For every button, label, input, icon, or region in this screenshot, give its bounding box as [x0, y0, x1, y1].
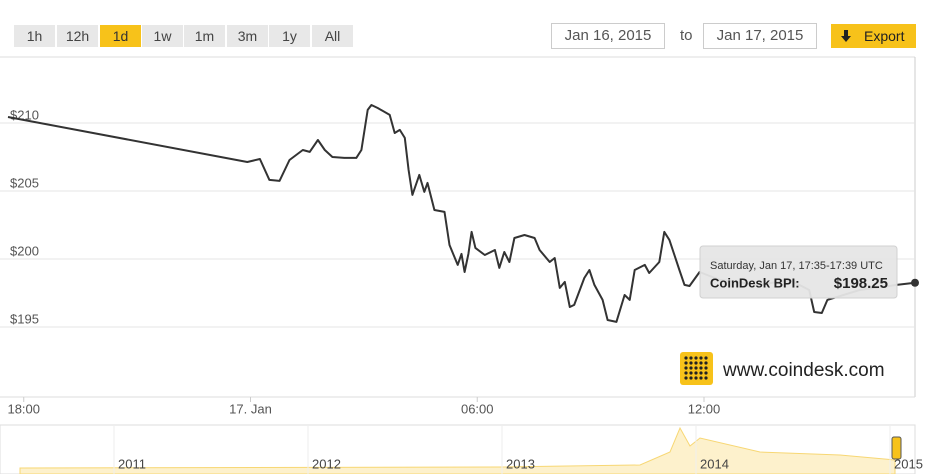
- logo-dot: [704, 356, 708, 360]
- logo-dot: [694, 356, 698, 360]
- y-tick-label: $195: [10, 311, 39, 326]
- logo-dot: [689, 361, 693, 365]
- logo-dot: [689, 366, 693, 370]
- export-label: Export: [864, 28, 905, 44]
- logo-dot: [699, 371, 703, 375]
- logo-dot: [699, 366, 703, 370]
- navigator-year: 2013: [506, 456, 535, 471]
- logo-dot: [704, 366, 708, 370]
- logo-dot: [684, 366, 688, 370]
- logo-dot: [684, 356, 688, 360]
- logo: [680, 352, 713, 385]
- logo-dot: [699, 376, 703, 380]
- x-tick-label: 18:00: [7, 401, 40, 416]
- x-tick-label: 17. Jan: [229, 401, 272, 416]
- y-tick-label: $200: [10, 243, 39, 258]
- navigator: [0, 424, 916, 474]
- navigator-area: [19, 426, 896, 474]
- tick-layer: $195 $200 $205 $210 18:00 17. Jan 06:00 12:00: [0, 107, 915, 416]
- range-button[interactable]: 1m: [184, 25, 225, 47]
- range-button[interactable]: 1w: [142, 25, 183, 47]
- tooltip-title: Saturday, Jan 17, 17:35-17:39 UTC: [710, 260, 883, 272]
- logo-dot: [684, 376, 688, 380]
- navigator-year: 2012: [312, 456, 341, 471]
- tooltip-label: CoinDesk BPI:: [710, 275, 800, 290]
- range-button[interactable]: 12h: [57, 25, 98, 47]
- x-tick-label: 06:00: [461, 401, 494, 416]
- navigator-year: 2011: [118, 456, 146, 471]
- x-tick-label: 12:00: [688, 401, 721, 416]
- navigator-handle[interactable]: [891, 436, 902, 460]
- logo-dot: [689, 371, 693, 375]
- logo-dot: [704, 361, 708, 365]
- logo-dot: [694, 376, 698, 380]
- logo-dot: [689, 356, 693, 360]
- logo-dot: [704, 371, 708, 375]
- range-button[interactable]: 1h: [14, 25, 55, 47]
- y-tick-label: $205: [10, 175, 39, 190]
- date-from[interactable]: Jan 16, 2015: [551, 23, 665, 49]
- export-button[interactable]: Export: [831, 24, 916, 48]
- price-line: [7, 104, 916, 323]
- tooltip-box: [699, 245, 898, 299]
- logo-dot: [694, 371, 698, 375]
- y-tick-label: $210: [10, 107, 39, 122]
- navigator-year: 2015: [894, 456, 923, 471]
- export-icon: [841, 30, 851, 42]
- logo-dot: [694, 366, 698, 370]
- logo-dot: [684, 361, 688, 365]
- range-button[interactable]: All: [312, 25, 353, 47]
- logo-dot: [684, 371, 688, 375]
- logo-dot: [689, 376, 693, 380]
- logo-dots: [684, 356, 708, 380]
- range-button[interactable]: 1d: [100, 25, 141, 47]
- to-label: to: [680, 27, 693, 44]
- range-button[interactable]: 1y: [269, 25, 310, 47]
- navigator-year: 2014: [700, 456, 729, 471]
- logo-dot: [699, 361, 703, 365]
- tooltip: Saturday, Jan 17, 17:35-17:39 UTC CoinDes…: [699, 245, 898, 299]
- watermark: www.coindesk.com: [722, 360, 885, 381]
- hover-marker: [911, 278, 919, 287]
- logo-dot: [694, 361, 698, 365]
- logo-dot: [704, 376, 708, 380]
- date-to[interactable]: Jan 17, 2015: [703, 23, 817, 49]
- range-button[interactable]: 3m: [227, 25, 268, 47]
- tooltip-value: $198.25: [834, 275, 888, 292]
- logo-dot: [699, 356, 703, 360]
